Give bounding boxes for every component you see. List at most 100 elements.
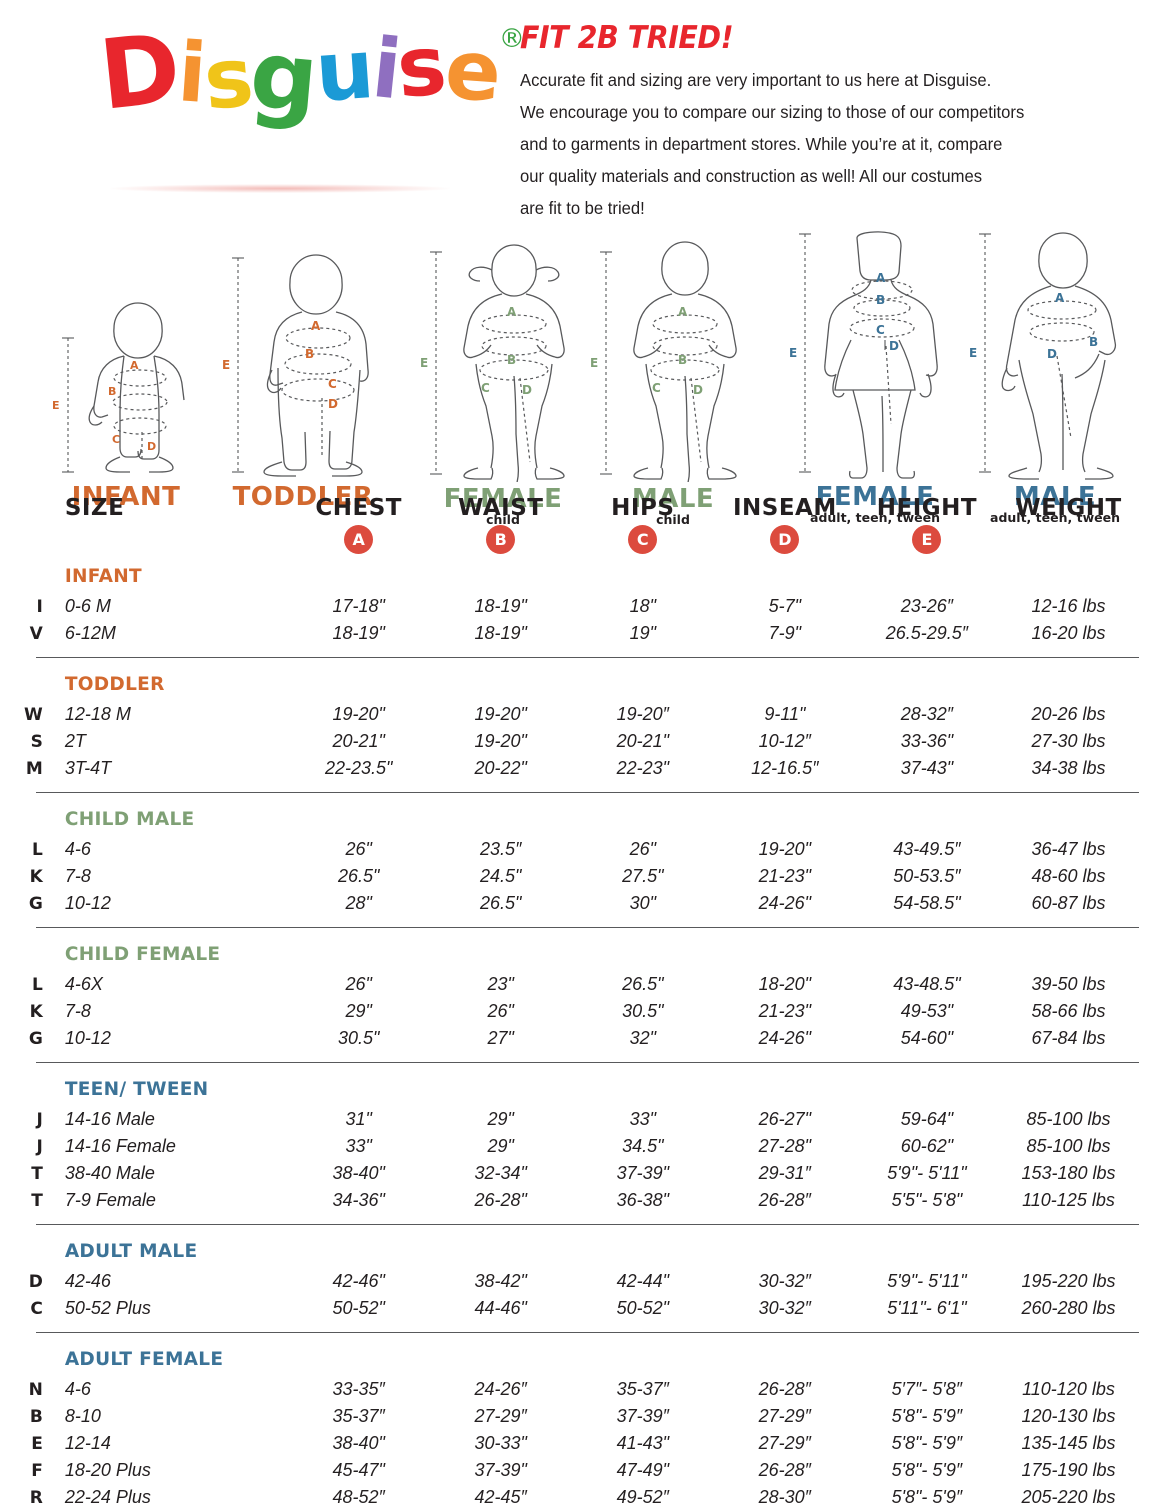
cell-hips: 37-39″ xyxy=(616,1406,669,1426)
marker-a: A xyxy=(507,305,517,319)
row-code: T xyxy=(31,1163,43,1184)
logo-letter-s1: s xyxy=(200,30,255,129)
cell-weight: 260-280 lbs xyxy=(1021,1298,1116,1318)
marker-e: E xyxy=(590,356,598,370)
header-inseam: INSEAM xyxy=(732,495,837,521)
cell-size: 42-46 xyxy=(64,1271,111,1291)
table-row: K 7-8 26.5" 24.5" 27.5" 21-23" 50-53.5″ 48-60 l… xyxy=(20,863,1139,890)
cell-weight: 195-220 lbs xyxy=(1021,1271,1116,1291)
cell-chest: 45-47" xyxy=(332,1460,385,1480)
row-code: G xyxy=(28,893,43,914)
section-header-spacer xyxy=(20,658,49,701)
table-row: J 14-16 Female 33" 29" 34.5" 27-28" 60-62" 85-1… xyxy=(20,1133,1139,1160)
marker-b: B xyxy=(876,293,885,307)
logo-letter-e: e xyxy=(442,22,503,121)
size-chart-table-wrapper: SIZE CHEST WAIST HIPS INSEAM HEIGHT WEIG… xyxy=(0,495,1159,1511)
waist-badge-icon: B xyxy=(486,525,516,554)
section-header-row: ADULT FEMALE xyxy=(20,1333,1139,1376)
cell-inseam: 30-32″ xyxy=(758,1298,812,1318)
header-waist: WAIST xyxy=(458,495,544,521)
cell-waist: 18-19" xyxy=(474,623,527,643)
cell-chest: 42-46" xyxy=(332,1271,385,1291)
section-header-row: TODDLER xyxy=(20,658,1139,701)
cell-inseam: 24-26" xyxy=(758,1028,812,1048)
row-code: M xyxy=(25,758,43,779)
cell-weight: 120-130 lbs xyxy=(1021,1406,1116,1426)
cell-size: 10-12 xyxy=(64,893,111,913)
marker-e: E xyxy=(222,358,230,372)
section-divider xyxy=(20,917,1139,928)
marker-c: C xyxy=(652,381,661,395)
cell-waist: 29" xyxy=(487,1109,514,1129)
figure-toddler: A B C D E TODDLER xyxy=(218,240,388,512)
cell-hips: 47-49" xyxy=(616,1460,670,1480)
cell-inseam: 27-28" xyxy=(758,1136,812,1156)
cell-height: 5'8"- 5'9″ xyxy=(891,1433,963,1453)
marker-c: C xyxy=(112,433,120,446)
intro-line: are fit to be tried! xyxy=(520,198,645,218)
figure-label: FEMALE xyxy=(815,482,935,512)
cell-size: 4-6 xyxy=(64,1379,91,1399)
section-header-spacer xyxy=(20,560,49,593)
cell-weight: 58-66 lbs xyxy=(1031,1001,1106,1021)
cell-chest: 38-40" xyxy=(332,1163,385,1183)
marker-b: B xyxy=(678,353,687,367)
cell-size: 7-9 Female xyxy=(64,1190,156,1210)
cell-chest: 18-19" xyxy=(332,623,385,643)
cell-hips: 26.5" xyxy=(622,974,664,994)
cell-height: 5′7″- 5′8″ xyxy=(891,1379,963,1399)
marker-c: C xyxy=(876,323,885,337)
section-title: INFANT xyxy=(64,566,142,587)
figure-male-adult: A B D E MALE adult, teen, tween xyxy=(965,228,1145,525)
marker-a: A xyxy=(130,359,139,372)
cell-waist: 27" xyxy=(487,1028,514,1048)
cell-height: 37-43" xyxy=(900,758,954,778)
intro-line: Accurate fit and sizing are very importa… xyxy=(520,70,992,90)
row-code: S xyxy=(30,731,43,752)
logo-shadow xyxy=(110,184,450,193)
marker-b: B xyxy=(1089,335,1098,349)
hips-badge-icon: C xyxy=(628,525,658,554)
cell-size: 50-52 Plus xyxy=(64,1298,151,1318)
cell-chest: 19-20" xyxy=(332,704,385,724)
cell-hips: 33" xyxy=(629,1109,656,1129)
section-header-spacer xyxy=(20,1333,49,1376)
section-divider-cell xyxy=(20,1322,1139,1333)
cell-chest: 30.5" xyxy=(337,1028,380,1048)
cell-hips: 20-21" xyxy=(616,731,670,751)
cell-waist: 42-45″ xyxy=(474,1487,527,1507)
cell-size: 6-12M xyxy=(64,623,116,643)
table-head: SIZE CHEST WAIST HIPS INSEAM HEIGHT WEIG… xyxy=(20,495,1139,560)
cell-height: 5'9"- 5'11" xyxy=(887,1271,967,1291)
section-divider-cell xyxy=(20,1214,1139,1225)
section-divider xyxy=(20,782,1139,793)
intro-line: and to garments in department stores. Wh… xyxy=(520,134,1003,154)
cell-weight: 110-120 lbs xyxy=(1022,1379,1115,1399)
cell-waist: 38-42" xyxy=(474,1271,527,1291)
header-chest: CHEST xyxy=(315,495,402,521)
section-title: ADULT FEMALE xyxy=(64,1349,224,1370)
cell-size: 4-6 xyxy=(64,839,91,859)
marker-a: A xyxy=(876,271,886,285)
figure-sublabel: adult, teen, tween xyxy=(990,510,1120,525)
cell-chest: 35-37″ xyxy=(332,1406,385,1426)
cell-size: 7-8 xyxy=(64,866,91,886)
cell-waist: 24-26″ xyxy=(474,1379,527,1399)
cell-hips: 19" xyxy=(629,623,656,643)
cell-weight: 175-190 lbs xyxy=(1021,1460,1116,1480)
toddler-illustration: A B C D E xyxy=(222,254,369,477)
section-divider-cell xyxy=(20,917,1139,928)
figure-row: A B C D E INFANT xyxy=(0,230,1159,527)
marker-d: D xyxy=(328,397,338,411)
row-code: L xyxy=(31,839,43,860)
cell-inseam: 7-9" xyxy=(768,623,802,643)
cell-hips: 41-43" xyxy=(616,1433,670,1453)
divider-line xyxy=(36,1224,1139,1225)
marker-d: D xyxy=(889,339,899,353)
row-code: D xyxy=(28,1271,43,1292)
header-weight: WEIGHT xyxy=(1015,495,1122,521)
brand-logo: Disguise® xyxy=(20,12,525,193)
cell-size: 0-6 M xyxy=(64,596,111,616)
cell-hips: 36-38" xyxy=(616,1190,670,1210)
marker-e: E xyxy=(969,346,977,360)
